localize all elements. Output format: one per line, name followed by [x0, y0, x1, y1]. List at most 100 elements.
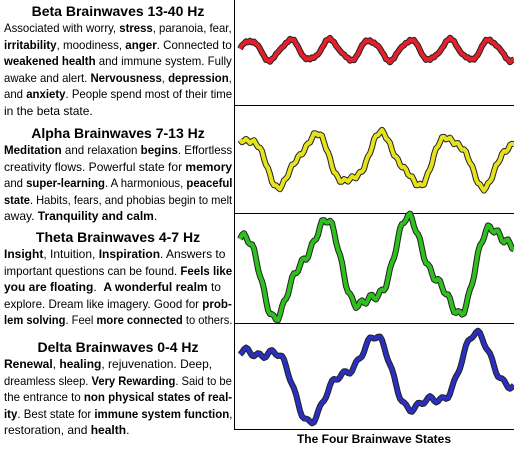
bold-text: begins [140, 143, 178, 157]
wave [238, 211, 514, 323]
bold-text: prob- [202, 296, 232, 311]
text: . Said to be [175, 373, 232, 388]
text-line: Insight, Intuition, Inspiration. Answers… [4, 246, 232, 263]
text: . Feel [65, 313, 97, 328]
text: . [153, 209, 158, 224]
text: to others. [182, 313, 233, 328]
bold-text: Renewal [4, 357, 53, 371]
bold-text: ity [4, 406, 18, 421]
bold-text: Inspiration [98, 247, 161, 261]
bold-text: you are floating [4, 280, 94, 295]
wave [238, 328, 514, 426]
text-line: the entrance to non physical states of r… [4, 389, 232, 406]
text: creativity flows. Powerful state for [4, 159, 186, 174]
text-line: state. Habits, fears, and phobias begin … [4, 192, 232, 209]
section: Theta Brainwaves 4-7 Hz Insight, Intuitio… [4, 228, 232, 329]
text-line: Renewal, healing, rejuvenation. Deep, [4, 356, 232, 373]
bold-text: Feels like [180, 263, 233, 278]
text-line: Meditation and relaxation begins. Effort… [4, 142, 232, 159]
text: restoration, and [4, 423, 91, 438]
text: and relaxation [61, 143, 141, 157]
section-title: Beta Brainwaves 13-40 Hz [31, 3, 205, 19]
text: and [4, 87, 27, 102]
text: explore. Dream like imagery. Good for [4, 296, 203, 311]
text-line: lem solving. Feel more connected to othe… [4, 312, 232, 329]
bold-text: stress [119, 21, 153, 35]
text: . People spend most of their time [65, 87, 233, 102]
bold-text: non physical states of real- [83, 390, 233, 405]
text-line: Associated with worry, stress, paranoia,… [4, 20, 232, 37]
wave [238, 127, 514, 193]
text: , paranoia, fear, [152, 21, 232, 35]
waves [237, 34, 514, 427]
bold-text: healing [59, 357, 102, 371]
text-line: restoration, and health. [4, 422, 232, 439]
section: Beta Brainwaves 13-40 Hz Associated with … [4, 2, 232, 120]
text-line: and anxiety. People spend most of their … [4, 86, 232, 103]
text: . A harmonious, [104, 176, 187, 191]
section: Delta Brainwaves 0-4 Hz Renewal, healing,… [4, 338, 232, 439]
text: . Habits, fears, and phobias begin to me… [29, 192, 233, 207]
text: important questions can be found. [4, 263, 181, 278]
text-line: explore. Dream like imagery. Good for pr… [4, 296, 232, 313]
text: , [229, 406, 233, 421]
text: , [228, 70, 232, 85]
text: , moodiness, [56, 37, 126, 52]
text: . Best state for [17, 406, 95, 421]
text-line: irritability, moodiness, anger. Connecte… [4, 37, 232, 54]
text: , Intuition, [43, 247, 99, 261]
text: dreamless sleep. [4, 373, 92, 388]
text: . [93, 280, 104, 295]
bold-text: more connected [96, 313, 183, 328]
bold-text: anger [125, 37, 157, 52]
text: and immune system. Fully [95, 54, 232, 69]
text-line: important questions can be found. Feels … [4, 263, 232, 280]
text: , rejuvenation. Deep, [101, 357, 213, 371]
text-line: dreamless sleep. Very Rewarding. Said to… [4, 373, 232, 390]
bold-text: health [90, 423, 127, 438]
bold-text: irritability [4, 37, 57, 52]
text: , [52, 357, 60, 371]
text-line: creativity flows. Powerful state for mem… [4, 159, 232, 176]
text: . Answers to [160, 247, 226, 261]
section-title: Delta Brainwaves 0-4 Hz [37, 339, 199, 355]
bold-text: weakened health [4, 54, 96, 69]
section-title: Theta Brainwaves 4-7 Hz [35, 229, 201, 245]
text: , [161, 70, 169, 85]
text: Associated with worry, [4, 21, 120, 35]
text: . Connected to [156, 37, 232, 52]
text-line: weakened health and immune system. Fully [4, 53, 232, 70]
bold-text: lem solving [4, 313, 66, 328]
bold-text: Very Rewarding [91, 373, 176, 388]
bold-text: memory [185, 159, 233, 174]
bold-text: A wonderful realm [103, 280, 208, 295]
bold-text: depression [168, 70, 229, 85]
wave [237, 126, 514, 194]
text-line: in the beta state. [4, 103, 232, 120]
text: awake and alert. [4, 70, 91, 85]
text: away. [4, 209, 38, 224]
text-line: awake and alert. Nervousness, depression… [4, 70, 232, 87]
text-line: and super-learning. A harmonious, peacef… [4, 175, 232, 192]
text: in the beta state. [4, 103, 93, 118]
bold-text: Insight [4, 247, 44, 261]
bold-text: Meditation [4, 143, 62, 157]
bold-text: state [4, 192, 30, 207]
text-line: ity. Best state for immune system functi… [4, 406, 232, 423]
section: Alpha Brainwaves 7-13 Hz Meditation and r… [4, 124, 232, 225]
text-line: away. Tranquility and calm. [4, 208, 232, 225]
text-line: you are floating. A wonderful realm to [4, 279, 232, 296]
text: . Effortless [177, 143, 233, 157]
bold-text: super-learning [26, 176, 105, 191]
bold-text: peaceful [186, 176, 233, 191]
bold-text: immune system function [94, 406, 230, 421]
text: the entrance to [4, 390, 84, 405]
bold-text: Nervousness [90, 70, 162, 85]
wave [237, 327, 514, 427]
text: . [126, 423, 130, 438]
bold-text: Tranquility and calm [37, 209, 154, 224]
wave [238, 35, 514, 65]
text: and [4, 176, 27, 191]
bold-text: anxiety [26, 87, 66, 102]
